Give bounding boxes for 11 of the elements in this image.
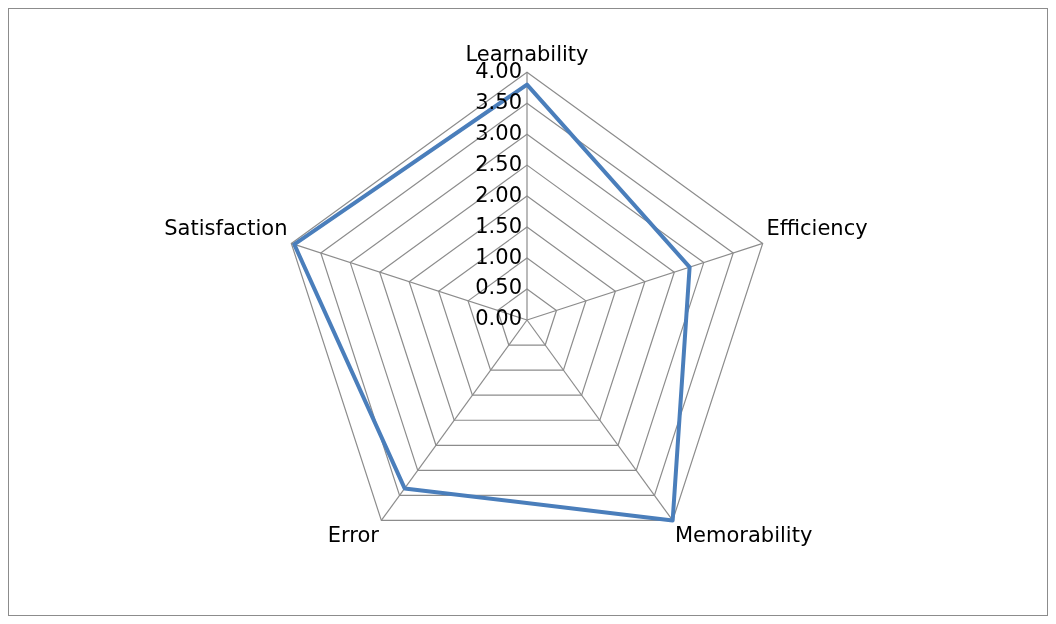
y-tick-label: 0.50: [475, 275, 522, 300]
spoke-label: Memorability: [675, 522, 813, 547]
spoke-label: Error: [327, 522, 380, 547]
y-tick-label: 2.00: [475, 182, 522, 207]
spoke-label: Efficiency: [766, 216, 868, 241]
y-tick-label: 1.00: [475, 244, 522, 269]
y-tick-label: 0.00: [475, 306, 522, 331]
spoke-label: Satisfaction: [164, 216, 288, 241]
y-tick-label: 3.00: [475, 120, 522, 145]
y-tick-label: 2.50: [475, 151, 522, 176]
y-tick-label: 1.50: [475, 213, 522, 238]
